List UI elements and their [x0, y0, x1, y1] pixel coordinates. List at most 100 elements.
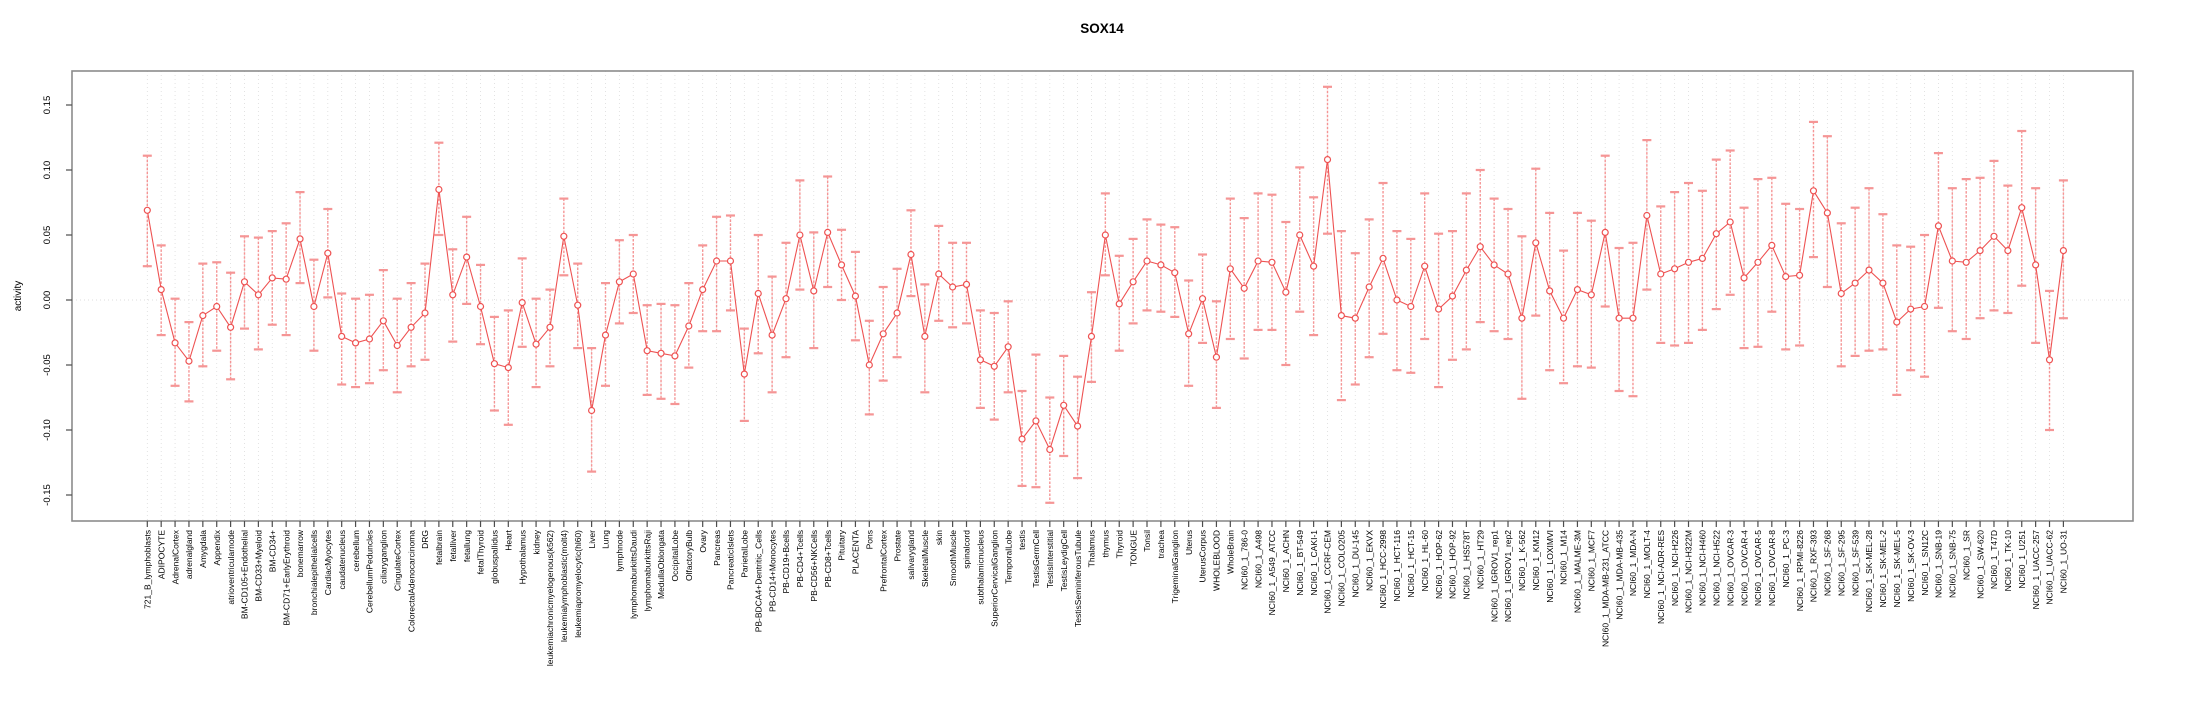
data-point: [268, 274, 276, 282]
x-tick-label: NCI60_1_PC-3: [1781, 530, 1791, 588]
x-tick-label: NCI60_1_RXF-393: [1809, 530, 1819, 603]
x-tick-label: NCI60_1_K-562: [1517, 530, 1527, 591]
error-bar: [1114, 254, 1124, 352]
data-point: [907, 250, 915, 259]
data-point: [1712, 230, 1720, 238]
x-tick-label: leukemiachronicmyelogenous(k562): [545, 530, 555, 666]
x-tick-label: CardiacMyocytes: [323, 530, 333, 595]
x-tick-label: NCI60_1_NCI-ADR-RES: [1656, 530, 1666, 624]
data-point: [1615, 314, 1623, 322]
error-bar: [837, 228, 847, 302]
data-point: [601, 331, 610, 339]
x-tick-label: CingulateCortex: [392, 529, 402, 591]
error-bar: [1822, 135, 1832, 289]
data-point: [893, 309, 901, 317]
x-tick-label: PLACENTA: [851, 530, 861, 575]
x-tick-label: PB-CD14+Monocytes: [767, 530, 777, 612]
error-bar: [753, 233, 763, 355]
data-point: [1087, 332, 1096, 340]
x-tick-label: fetalbrain: [434, 530, 444, 565]
y-tick-label: 0.10: [42, 161, 53, 180]
data-point: [949, 283, 957, 291]
data-point: [463, 253, 471, 261]
x-tick-label: NCI60_1_UACC-257: [2031, 530, 2041, 610]
data-point: [810, 287, 818, 295]
data-point: [1018, 435, 1026, 443]
x-tick-label: NCI60_1_KM12: [1531, 530, 1541, 591]
error-bar: [1947, 187, 1957, 333]
data-point: [1115, 300, 1123, 308]
error-bar: [1600, 154, 1610, 308]
data-point: [643, 347, 651, 355]
data-point: [1310, 262, 1318, 270]
data-point: [546, 323, 554, 331]
error-bar: [878, 285, 888, 382]
x-tick-label: thymus: [1101, 530, 1111, 557]
data-point: [990, 362, 998, 370]
x-tick-label: NCI60_1_HCC-2998: [1378, 530, 1388, 609]
x-tick-label: NCI60_1_SF-268: [1823, 530, 1833, 596]
x-tick-label: NCI60_1_NCI-H226: [1670, 530, 1680, 606]
data-point: [699, 286, 707, 294]
data-point: [1782, 273, 1790, 281]
y-tick-label: 0.15: [42, 96, 53, 115]
data-point: [1143, 257, 1151, 265]
x-tick-label: BM-CD34+: [267, 530, 277, 572]
x-tick-label: NCI60_1_MCF7: [1587, 530, 1597, 592]
data-point: [1920, 302, 1929, 311]
x-tick-label: adrenalgland: [184, 530, 194, 579]
data-point: [2032, 261, 2040, 269]
x-tick-label: TONGUE: [1128, 530, 1138, 567]
error-bar: [1989, 159, 1999, 312]
error-bar: [1017, 389, 1027, 487]
x-tick-label: fetallung: [462, 530, 472, 562]
data-point: [671, 352, 679, 360]
data-point: [518, 299, 526, 307]
data-point: [282, 275, 290, 283]
data-point: [1407, 302, 1415, 311]
data-point: [837, 261, 846, 269]
error-bar: [253, 236, 263, 351]
data-point: [2059, 247, 2067, 255]
x-tick-label: CerebellumPeduncles: [365, 530, 375, 613]
error-bar: [489, 315, 499, 412]
data-points: [143, 156, 2067, 454]
chart-title: SOX14: [1080, 21, 1124, 36]
data-point: [407, 323, 415, 331]
error-bar: [1753, 178, 1763, 348]
x-tick-label: OccipitalLobe: [670, 530, 680, 582]
x-tick-label: WholeBrain: [1226, 530, 1236, 574]
error-bar: [1545, 211, 1555, 372]
x-tick-label: Pons: [865, 530, 875, 549]
data-point: [1671, 265, 1679, 273]
y-tick-label: 0.00: [42, 291, 53, 310]
data-point: [1573, 286, 1582, 294]
data-point: [1434, 305, 1443, 313]
data-point: [1740, 274, 1748, 282]
x-tick-label: DRG: [420, 530, 430, 549]
x-tick-label: ColorectalAdenocarcinoma: [406, 530, 416, 632]
x-tick-label: NCI60_1_SN12C: [1920, 530, 1930, 596]
x-tick-label: NCI60_1_MDA-MB-435: [1614, 530, 1624, 620]
error-bar: [1156, 223, 1166, 313]
x-tick-label: NCI60_1_IGROV1_rep1: [1489, 530, 1499, 622]
data-point: [1893, 318, 1901, 326]
x-tick-label: salivarygland: [906, 530, 916, 580]
error-bar: [712, 215, 722, 333]
error-bar: [906, 209, 916, 298]
error-bar: [1836, 222, 1846, 368]
data-point: [2045, 356, 2054, 364]
x-tick-label: PB-CD19+Bcells: [781, 530, 791, 594]
x-tick-label: NCI60_1_UACC-62: [2045, 530, 2055, 605]
x-tick-label: AdrenalCortex: [170, 529, 180, 584]
error-bar: [1642, 139, 1652, 291]
x-tick-label: NCI60_1_A498: [1253, 530, 1263, 588]
x-tick-label: fetalThyroid: [476, 530, 486, 575]
data-point: [185, 357, 193, 365]
error-bar: [1142, 218, 1152, 312]
x-tick-label: Thyroid: [1114, 530, 1124, 559]
data-point: [435, 185, 443, 194]
data-point: [1393, 296, 1401, 304]
x-tick-label: NCI60_1_LOXIMVI: [1545, 530, 1555, 603]
x-tick-label: bronchialepithelialcells: [309, 530, 319, 615]
